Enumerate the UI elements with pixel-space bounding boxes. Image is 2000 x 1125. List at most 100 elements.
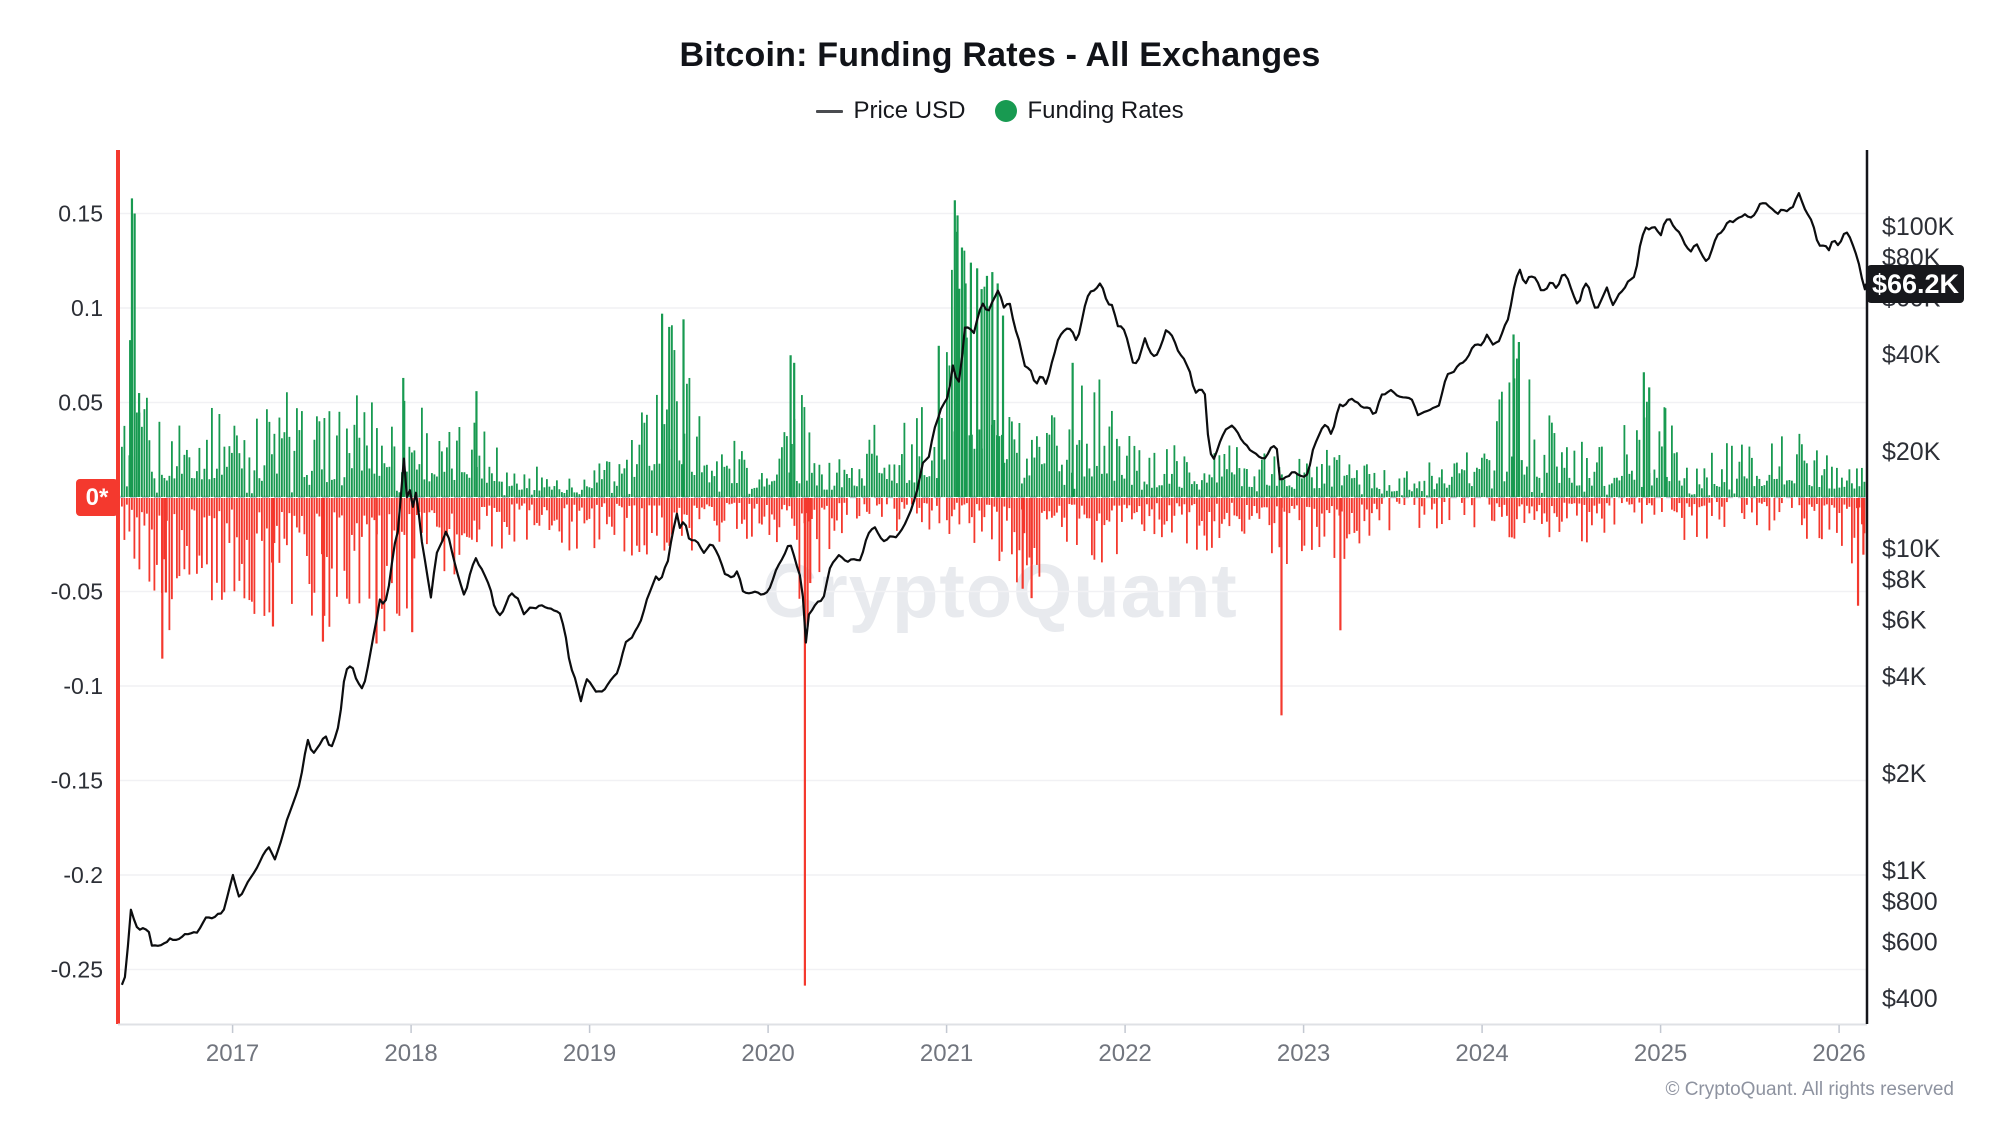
funding-bar — [191, 478, 193, 497]
funding-bar — [1356, 470, 1358, 497]
funding-bar — [141, 498, 143, 513]
funding-bar — [1116, 498, 1118, 555]
funding-bar — [1423, 480, 1426, 497]
legend-item-price[interactable]: Price USD — [816, 97, 965, 125]
funding-bar — [1678, 480, 1681, 497]
funding-bar — [288, 436, 291, 497]
funding-bar — [1096, 498, 1098, 521]
funding-bar — [583, 479, 586, 497]
funding-bar — [258, 478, 261, 497]
funding-bar — [251, 493, 253, 497]
funding-bar — [698, 498, 701, 520]
funding-bar — [1593, 498, 1596, 506]
funding-bar — [623, 498, 626, 552]
funding-bar — [1186, 462, 1188, 497]
funding-bar — [743, 498, 746, 520]
funding-bar — [1273, 498, 1276, 524]
funding-bar — [1333, 498, 1336, 558]
funding-bar — [411, 498, 414, 633]
funding-bar — [789, 355, 792, 497]
funding-bar — [286, 498, 288, 546]
funding-bar — [656, 394, 658, 497]
funding-bar — [368, 498, 371, 599]
funding-bar — [1496, 421, 1498, 497]
funding-bar — [1301, 498, 1303, 552]
funding-bar — [1468, 483, 1471, 497]
funding-bar — [488, 466, 491, 497]
funding-bar — [633, 498, 636, 506]
funding-bar — [1326, 498, 1328, 511]
funding-bar — [1343, 475, 1346, 497]
funding-bar — [248, 457, 251, 497]
funding-bar — [611, 492, 613, 497]
funding-bar — [861, 478, 863, 497]
funding-bar — [541, 498, 543, 515]
funding-bar — [338, 498, 341, 518]
funding-bar — [1746, 478, 1748, 497]
funding-bar — [1718, 498, 1721, 520]
funding-bar — [351, 468, 353, 497]
funding-bar — [598, 463, 601, 497]
left-axis-tick-label: 0.1 — [71, 295, 103, 321]
funding-bar — [1266, 498, 1268, 508]
funding-bar — [1806, 498, 1808, 539]
funding-bar — [1348, 498, 1351, 535]
funding-bar — [536, 498, 538, 523]
funding-bar — [1161, 485, 1163, 497]
funding-bar — [361, 470, 363, 497]
funding-bar — [1698, 484, 1701, 497]
funding-bar — [768, 484, 771, 497]
funding-bar — [1641, 498, 1643, 524]
funding-bar — [1176, 498, 1178, 504]
funding-bar — [1363, 465, 1366, 497]
funding-bar — [548, 498, 551, 530]
funding-bar — [1431, 498, 1433, 510]
funding-bar — [556, 480, 558, 497]
funding-bar — [1018, 423, 1021, 497]
funding-bar — [1096, 465, 1098, 497]
funding-bar — [393, 498, 396, 531]
funding-bar — [341, 498, 343, 516]
funding-bar — [1358, 498, 1361, 544]
funding-bar — [728, 498, 731, 505]
funding-bar — [1671, 425, 1673, 497]
funding-bar — [1038, 498, 1041, 577]
funding-bar — [283, 432, 286, 497]
funding-bar — [1131, 484, 1133, 497]
funding-bar — [228, 498, 231, 543]
funding-bar — [1163, 498, 1166, 525]
funding-bar — [1711, 498, 1713, 516]
funding-bar — [1278, 498, 1281, 548]
funding-bar — [1033, 498, 1036, 548]
legend-item-funding[interactable]: Funding Rates — [995, 97, 1184, 125]
funding-bar — [1113, 498, 1116, 506]
funding-bar — [1268, 485, 1271, 497]
funding-bar — [1456, 462, 1458, 497]
funding-bar — [1668, 481, 1671, 497]
funding-bar — [1758, 498, 1761, 503]
funding-bar — [1108, 498, 1111, 522]
funding-bar — [693, 498, 696, 506]
funding-bar — [598, 498, 601, 540]
funding-bar — [341, 485, 343, 497]
funding-bar — [1616, 477, 1618, 497]
funding-bar — [1721, 498, 1723, 507]
funding-bar — [543, 487, 546, 497]
funding-bar — [1701, 498, 1703, 507]
funding-bar — [261, 480, 263, 497]
funding-bar — [516, 483, 518, 497]
funding-bar — [951, 498, 953, 517]
funding-bar — [153, 478, 156, 497]
funding-bar — [243, 440, 246, 497]
funding-bar — [1196, 484, 1198, 497]
funding-bar — [158, 498, 161, 516]
funding-bar — [1398, 498, 1401, 504]
funding-bar — [828, 462, 831, 497]
funding-bar — [991, 498, 993, 540]
funding-bar — [1021, 498, 1024, 589]
funding-bar — [783, 498, 786, 505]
x-axis-tick-label: 2022 — [1098, 1040, 1151, 1067]
funding-bar — [1808, 485, 1811, 497]
funding-bar — [1521, 460, 1523, 497]
